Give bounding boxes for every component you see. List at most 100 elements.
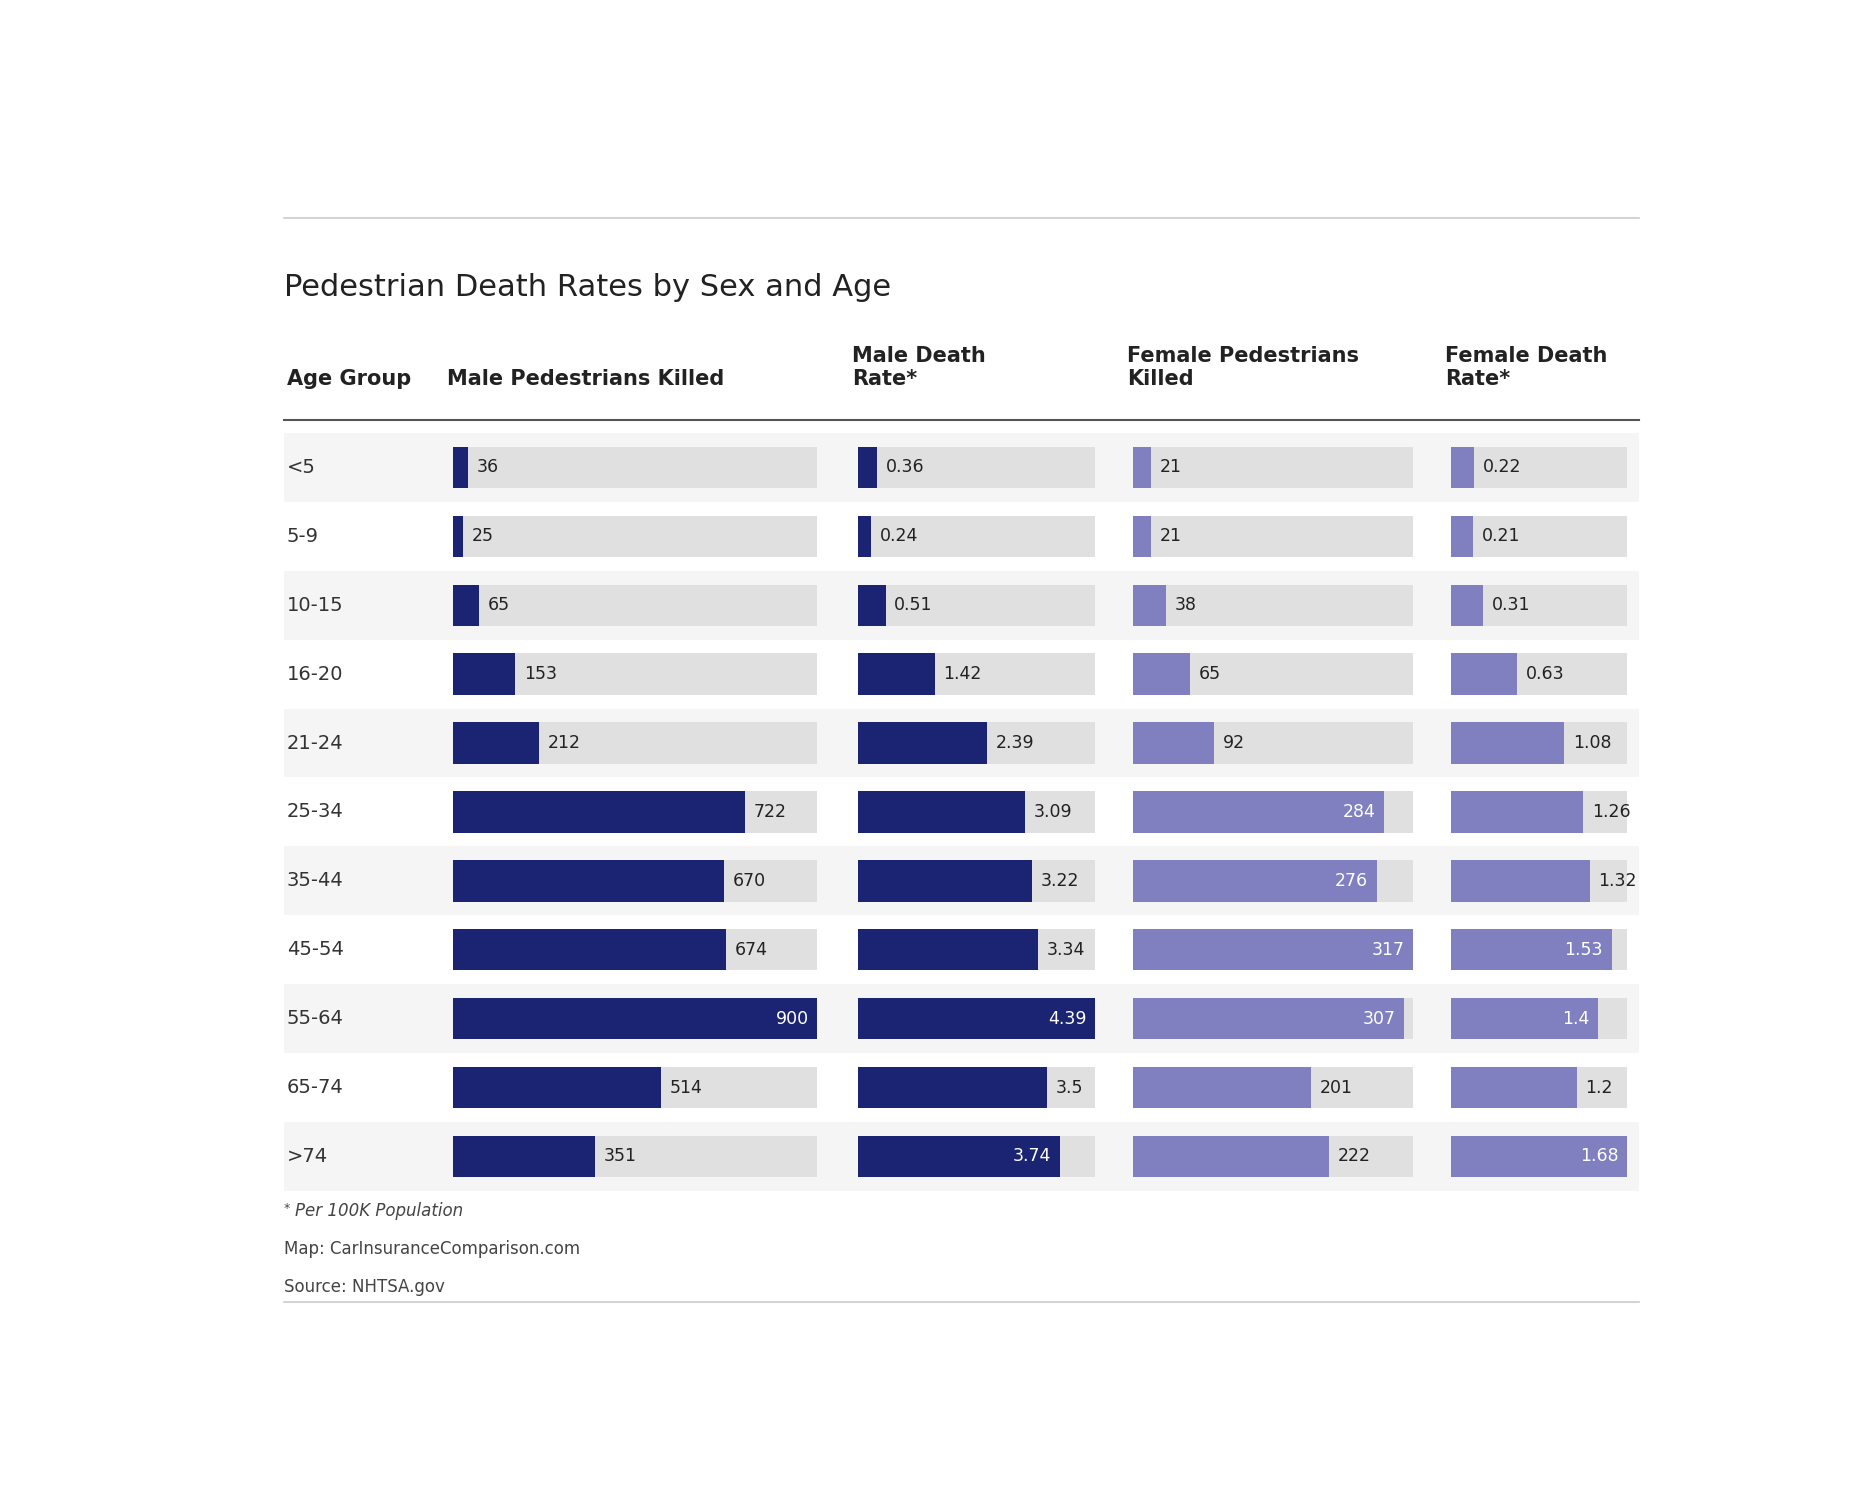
Text: 0.21: 0.21	[1482, 528, 1521, 546]
FancyBboxPatch shape	[1452, 516, 1627, 556]
FancyBboxPatch shape	[1133, 1136, 1413, 1178]
FancyBboxPatch shape	[1133, 999, 1413, 1039]
Text: 92: 92	[1222, 734, 1245, 752]
Text: 21: 21	[1161, 528, 1181, 546]
Text: Map: CarInsuranceComparison.com: Map: CarInsuranceComparison.com	[284, 1241, 580, 1259]
Text: 35-44: 35-44	[287, 871, 343, 890]
FancyBboxPatch shape	[858, 722, 1095, 764]
Text: 65-74: 65-74	[287, 1078, 343, 1096]
Text: 0.22: 0.22	[1483, 459, 1521, 477]
Text: 1.26: 1.26	[1592, 803, 1631, 821]
FancyBboxPatch shape	[1133, 791, 1385, 833]
FancyBboxPatch shape	[1452, 653, 1627, 695]
FancyBboxPatch shape	[858, 1136, 1060, 1178]
Text: 25: 25	[472, 528, 494, 546]
FancyBboxPatch shape	[858, 929, 1039, 970]
FancyBboxPatch shape	[858, 1066, 1095, 1108]
FancyBboxPatch shape	[1452, 999, 1597, 1039]
FancyBboxPatch shape	[1452, 1066, 1627, 1108]
FancyBboxPatch shape	[453, 585, 480, 626]
Text: >74: >74	[287, 1148, 328, 1166]
FancyBboxPatch shape	[858, 447, 877, 489]
FancyBboxPatch shape	[1133, 653, 1191, 695]
FancyBboxPatch shape	[1133, 860, 1377, 901]
FancyBboxPatch shape	[453, 653, 817, 695]
Text: 153: 153	[524, 665, 556, 683]
FancyBboxPatch shape	[453, 791, 817, 833]
Text: 2.39: 2.39	[996, 734, 1034, 752]
Text: 0.63: 0.63	[1526, 665, 1564, 683]
FancyBboxPatch shape	[1452, 585, 1483, 626]
FancyBboxPatch shape	[1452, 516, 1472, 556]
FancyBboxPatch shape	[453, 929, 817, 970]
FancyBboxPatch shape	[1133, 447, 1413, 489]
FancyBboxPatch shape	[1452, 1136, 1627, 1178]
FancyBboxPatch shape	[858, 860, 1095, 901]
FancyBboxPatch shape	[1452, 447, 1627, 489]
FancyBboxPatch shape	[1133, 929, 1413, 970]
FancyBboxPatch shape	[858, 929, 1095, 970]
Text: Source: NHTSA.gov: Source: NHTSA.gov	[284, 1278, 444, 1296]
FancyBboxPatch shape	[858, 791, 1095, 833]
Text: 201: 201	[1319, 1078, 1353, 1096]
FancyBboxPatch shape	[1133, 585, 1413, 626]
FancyBboxPatch shape	[1133, 860, 1413, 901]
FancyBboxPatch shape	[858, 447, 1095, 489]
FancyBboxPatch shape	[453, 516, 817, 556]
Text: 514: 514	[670, 1078, 703, 1096]
FancyBboxPatch shape	[1133, 516, 1413, 556]
FancyBboxPatch shape	[284, 1122, 1638, 1191]
FancyBboxPatch shape	[284, 639, 1638, 708]
Text: Female Death
Rate*: Female Death Rate*	[1444, 346, 1607, 390]
FancyBboxPatch shape	[1133, 1066, 1413, 1108]
FancyBboxPatch shape	[858, 791, 1024, 833]
FancyBboxPatch shape	[1452, 791, 1627, 833]
FancyBboxPatch shape	[1133, 722, 1413, 764]
FancyBboxPatch shape	[1452, 860, 1627, 901]
Text: 55-64: 55-64	[287, 1009, 343, 1029]
FancyBboxPatch shape	[453, 722, 817, 764]
Text: 3.22: 3.22	[1041, 872, 1079, 890]
FancyBboxPatch shape	[1133, 585, 1166, 626]
FancyBboxPatch shape	[453, 653, 515, 695]
Text: 3.34: 3.34	[1047, 940, 1086, 958]
FancyBboxPatch shape	[1452, 929, 1627, 970]
Text: Male Death
Rate*: Male Death Rate*	[853, 346, 985, 390]
Text: 25-34: 25-34	[287, 803, 343, 821]
FancyBboxPatch shape	[858, 516, 871, 556]
Text: 317: 317	[1372, 940, 1405, 958]
FancyBboxPatch shape	[858, 860, 1032, 901]
FancyBboxPatch shape	[858, 999, 1095, 1039]
FancyBboxPatch shape	[284, 847, 1638, 916]
FancyBboxPatch shape	[1452, 999, 1627, 1039]
FancyBboxPatch shape	[453, 1136, 595, 1178]
FancyBboxPatch shape	[284, 984, 1638, 1053]
Text: 3.09: 3.09	[1034, 803, 1073, 821]
FancyBboxPatch shape	[1133, 791, 1413, 833]
FancyBboxPatch shape	[858, 999, 1095, 1039]
FancyBboxPatch shape	[1452, 860, 1590, 901]
FancyBboxPatch shape	[1452, 653, 1517, 695]
FancyBboxPatch shape	[453, 999, 817, 1039]
FancyBboxPatch shape	[1452, 722, 1564, 764]
Text: <5: <5	[287, 457, 315, 477]
FancyBboxPatch shape	[453, 1066, 817, 1108]
FancyBboxPatch shape	[453, 447, 817, 489]
Text: 674: 674	[735, 940, 767, 958]
FancyBboxPatch shape	[858, 585, 1095, 626]
FancyBboxPatch shape	[453, 791, 745, 833]
Text: 38: 38	[1176, 596, 1198, 614]
Text: 351: 351	[605, 1148, 636, 1166]
FancyBboxPatch shape	[453, 722, 539, 764]
Text: 0.51: 0.51	[894, 596, 933, 614]
Text: 36: 36	[476, 459, 498, 477]
FancyBboxPatch shape	[453, 447, 468, 489]
FancyBboxPatch shape	[858, 1136, 1095, 1178]
FancyBboxPatch shape	[1133, 653, 1413, 695]
FancyBboxPatch shape	[858, 653, 935, 695]
Text: 16-20: 16-20	[287, 665, 343, 684]
Text: 900: 900	[776, 1009, 808, 1027]
Text: 0.24: 0.24	[879, 528, 918, 546]
FancyBboxPatch shape	[1452, 722, 1627, 764]
Text: 21: 21	[1161, 459, 1181, 477]
